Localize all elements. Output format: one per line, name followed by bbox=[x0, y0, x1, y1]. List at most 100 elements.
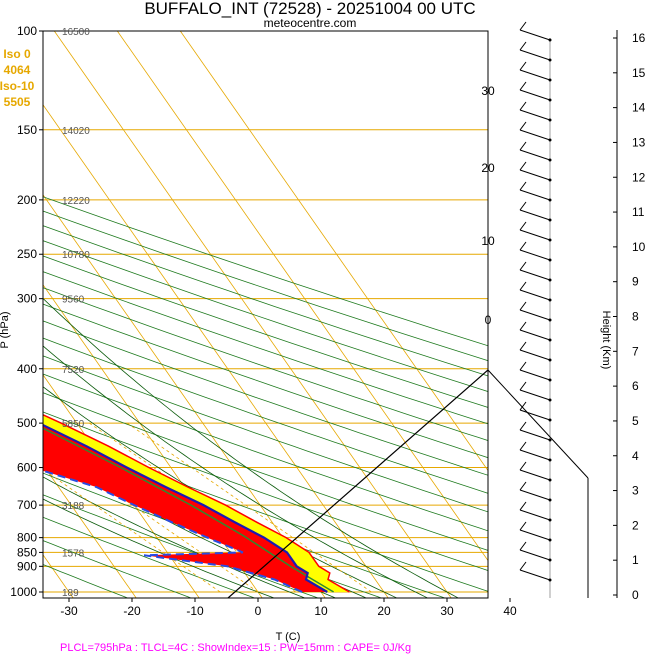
height-tick-label: 8 bbox=[632, 310, 639, 324]
pressure-tick-label: 400 bbox=[17, 362, 37, 376]
dry-adiabat-line bbox=[43, 225, 488, 377]
altitude-label: 16500 bbox=[62, 27, 90, 38]
dry-adiabat-line bbox=[43, 255, 488, 408]
height-tick-label: 5 bbox=[632, 414, 639, 428]
wind-barb-point bbox=[548, 318, 552, 322]
altitude-label: 1578 bbox=[62, 548, 85, 559]
wind-barb bbox=[519, 489, 551, 501]
pressure-tick-label: 250 bbox=[17, 247, 37, 261]
height-tick-label: 3 bbox=[632, 484, 639, 498]
moist-adiabat-line bbox=[43, 421, 368, 598]
plot-frame bbox=[42, 30, 489, 599]
wind-barb bbox=[519, 449, 551, 461]
wind-barb-flag bbox=[519, 181, 527, 191]
wind-barb bbox=[519, 109, 551, 121]
isotherm-labels: 30 20 10 0 bbox=[481, 84, 495, 327]
altitude-label: 10780 bbox=[62, 250, 90, 261]
wind-barb-point bbox=[548, 218, 552, 222]
height-tick-label: 4 bbox=[632, 449, 639, 463]
iso-10-label: Iso-10 bbox=[0, 79, 35, 93]
dewpoint-curve bbox=[43, 469, 303, 593]
pressure-tick-label: 900 bbox=[17, 559, 37, 573]
height-tick-label: 1 bbox=[632, 553, 639, 567]
isotherm-line bbox=[53, 31, 452, 598]
wind-barb-point bbox=[548, 458, 552, 462]
isotherm-line bbox=[43, 104, 389, 598]
mixing-ratio-line bbox=[43, 468, 221, 593]
wind-barb-point bbox=[548, 538, 552, 542]
wind-barb-point bbox=[548, 278, 552, 282]
dry-adiabat-line bbox=[43, 271, 488, 425]
wind-barb bbox=[519, 129, 551, 141]
temperature-tick-label: 40 bbox=[503, 604, 517, 618]
pressure-tick-label: 600 bbox=[17, 461, 37, 475]
wind-barb bbox=[519, 189, 551, 201]
dry-adiabat-line bbox=[43, 320, 488, 476]
wind-barb bbox=[519, 289, 551, 301]
wind-barb-point bbox=[548, 398, 552, 402]
isotherm-label: 20 bbox=[481, 161, 495, 175]
dry-adiabat-line bbox=[43, 516, 256, 598]
height-tick-label: 0 bbox=[632, 588, 639, 602]
wind-barb-point bbox=[548, 78, 552, 82]
wind-barb-flag bbox=[519, 481, 527, 491]
wind-barb-flag bbox=[519, 341, 527, 351]
wind-barb bbox=[519, 269, 551, 281]
height-tick-label: 10 bbox=[632, 240, 645, 254]
wind-barb bbox=[519, 549, 551, 561]
wind-barb-flag bbox=[519, 541, 527, 551]
isotherm-line bbox=[43, 194, 326, 598]
wind-barb-point bbox=[548, 58, 552, 62]
wind-barb-point bbox=[548, 198, 552, 202]
wind-barb-flag bbox=[519, 381, 527, 391]
altitude-label: 12220 bbox=[62, 196, 90, 207]
height-tick-label: 11 bbox=[632, 205, 645, 219]
pressure-tick-label: 700 bbox=[17, 498, 37, 512]
dry-adiabat-line bbox=[43, 540, 193, 598]
wind-barb-point bbox=[548, 578, 552, 582]
height-tick-label: 2 bbox=[632, 518, 639, 532]
dry-adiabat-line bbox=[43, 564, 129, 598]
height-tick-label: 7 bbox=[632, 344, 639, 358]
wind-barb-point bbox=[548, 418, 552, 422]
wind-barb-point bbox=[548, 378, 552, 382]
wind-barb bbox=[519, 509, 551, 521]
wind-barb bbox=[519, 229, 551, 241]
chart-title: BUFFALO_INT (72528) - 20251004 00 UTC bbox=[144, 0, 475, 18]
dry-adiabat-line bbox=[43, 287, 488, 441]
moist-adiabat-line bbox=[43, 476, 306, 598]
red-fill bbox=[43, 425, 328, 592]
pressure-tick-label: 850 bbox=[17, 545, 37, 559]
wind-barb-flag bbox=[519, 421, 527, 431]
wind-barb-flag bbox=[519, 301, 527, 311]
pressure-tick-label: 1000 bbox=[10, 585, 37, 599]
moist-adiabat-line bbox=[43, 297, 460, 598]
temperature-tick-label: 0 bbox=[255, 604, 262, 618]
footer-indices: PLCL=795hPa : TLCL=4C : ShowIndex=15 : P… bbox=[60, 642, 411, 654]
height-tick-label: 12 bbox=[632, 170, 645, 184]
wind-barb bbox=[519, 369, 551, 381]
isotherm-line bbox=[43, 464, 137, 598]
height-tick-label: 14 bbox=[632, 101, 645, 115]
mixing-ratio-line bbox=[126, 422, 372, 593]
wind-barb bbox=[519, 389, 551, 401]
wind-barb bbox=[519, 309, 551, 321]
wind-barb-flag bbox=[519, 81, 527, 91]
temperature-tick-label: 10 bbox=[314, 604, 328, 618]
wind-barb bbox=[519, 29, 551, 41]
wind-barb-flag bbox=[519, 161, 527, 171]
dry-adiabat-line bbox=[43, 196, 488, 347]
isotherm-label: 0 bbox=[485, 313, 492, 327]
temperature-curve bbox=[43, 423, 328, 593]
wind-barb-point bbox=[548, 478, 552, 482]
altitude-label: 14020 bbox=[62, 126, 90, 137]
altitude-label: 5850 bbox=[62, 419, 85, 430]
panel-divider bbox=[487, 369, 589, 479]
altitude-label: 9560 bbox=[62, 295, 85, 306]
isotherm-label: 30 bbox=[481, 84, 495, 98]
isotherm-line bbox=[43, 374, 200, 598]
pressure-tick-label: 800 bbox=[17, 531, 37, 545]
